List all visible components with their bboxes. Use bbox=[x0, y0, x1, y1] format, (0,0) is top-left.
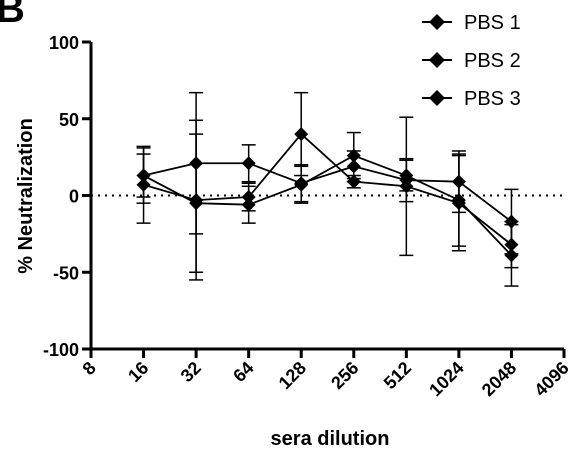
legend-marker bbox=[429, 90, 445, 106]
x-tick-label: 128 bbox=[275, 358, 310, 393]
y-axis-title: % Neutralization bbox=[15, 118, 37, 274]
data-point-marker bbox=[294, 127, 309, 142]
x-tick-label: 16 bbox=[124, 358, 152, 386]
legend-label: PBS 3 bbox=[464, 88, 521, 110]
data-point-marker bbox=[241, 156, 256, 171]
x-tick-label: 64 bbox=[229, 358, 257, 386]
series-line bbox=[143, 154, 513, 256]
data-point-marker bbox=[504, 248, 519, 263]
y-tick-label: 50 bbox=[59, 110, 79, 130]
panel-label: B bbox=[0, 0, 25, 31]
legend-entry-1: PBS 1 bbox=[422, 12, 521, 34]
x-tick-label: 4096 bbox=[530, 358, 572, 400]
legend-entry-3: PBS 3 bbox=[422, 88, 521, 110]
y-tick-label: 100 bbox=[49, 33, 79, 53]
data-point-marker bbox=[189, 196, 204, 211]
legend-entry-2: PBS 2 bbox=[422, 50, 521, 72]
data-point-marker bbox=[399, 168, 414, 183]
legend-marker bbox=[429, 14, 445, 30]
x-tick-label: 2048 bbox=[478, 358, 520, 400]
y-tick-label: -50 bbox=[53, 263, 79, 283]
data-point-marker bbox=[294, 177, 309, 192]
data-point-marker bbox=[451, 193, 466, 208]
series-line bbox=[143, 162, 512, 223]
series-1 bbox=[136, 91, 519, 255]
data-point-marker bbox=[346, 148, 361, 163]
legend-marker bbox=[429, 52, 445, 68]
x-tick-label: 8 bbox=[79, 358, 100, 379]
x-axis-title: sera dilution bbox=[271, 428, 390, 450]
y-tick-label: -100 bbox=[43, 340, 79, 360]
legend-label: PBS 2 bbox=[464, 50, 521, 72]
data-point-marker bbox=[241, 197, 256, 212]
series-3 bbox=[136, 131, 519, 287]
legend: PBS 1 PBS 2 PBS 3 bbox=[422, 12, 521, 110]
legend-label: PBS 1 bbox=[464, 12, 521, 34]
y-tick-label: 0 bbox=[69, 187, 79, 207]
x-tick-label: 256 bbox=[327, 358, 362, 393]
series-layer bbox=[136, 91, 519, 287]
data-point-marker bbox=[136, 168, 151, 183]
x-tick-label: 512 bbox=[380, 358, 415, 393]
x-tick-label: 1024 bbox=[425, 358, 467, 400]
series-line bbox=[143, 132, 513, 246]
x-tick-label: 32 bbox=[177, 358, 205, 386]
